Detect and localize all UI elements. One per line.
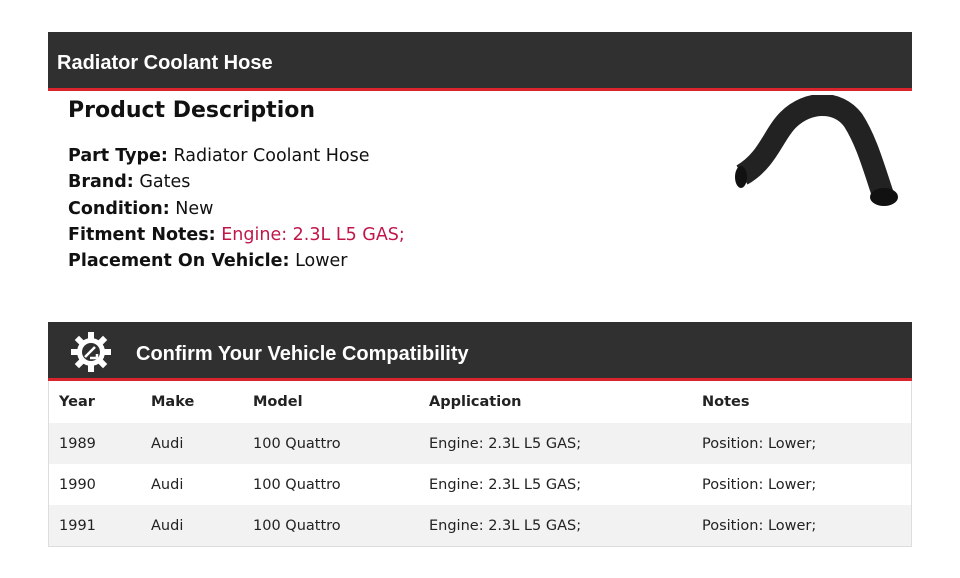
gear-engine-icon (71, 332, 111, 372)
table-row: 1989 Audi 100 Quattro Engine: 2.3L L5 GAS; P… (48, 423, 912, 464)
product-title: Radiator Coolant Hose (57, 52, 273, 74)
hose-image (735, 95, 898, 206)
compatibility-bar: Confirm Your Vehicle Compatibility (48, 322, 912, 381)
compatibility-table: Year Make Model Application Notes 1989 Au… (48, 381, 912, 547)
col-application: Application (429, 394, 522, 410)
table-header-row: Year Make Model Application Notes (49, 381, 912, 423)
description-heading: Product Description (68, 98, 316, 123)
field-fitment: Fitment Notes: Engine: 2.3L L5 GAS; (68, 224, 405, 245)
col-model: Model (253, 394, 303, 410)
col-year: Year (59, 394, 95, 410)
col-make: Make (151, 394, 195, 410)
field-condition: Condition: New (68, 198, 214, 219)
compatibility-title: Confirm Your Vehicle Compatibility (136, 343, 469, 365)
product-title-bar: Radiator Coolant Hose (48, 32, 912, 91)
col-notes: Notes (702, 394, 750, 410)
table-row: 1991 Audi 100 Quattro Engine: 2.3L L5 GAS; P… (48, 505, 912, 547)
field-placement: Placement On Vehicle: Lower (68, 251, 348, 272)
field-part-type: Part Type: Radiator Coolant Hose (68, 146, 370, 166)
table-row: 1990 Audi 100 Quattro Engine: 2.3L L5 GAS; P… (59, 476, 817, 493)
field-brand: Brand: Gates (68, 172, 191, 193)
product-description: Product Description Part Type: Radiator … (68, 98, 405, 274)
